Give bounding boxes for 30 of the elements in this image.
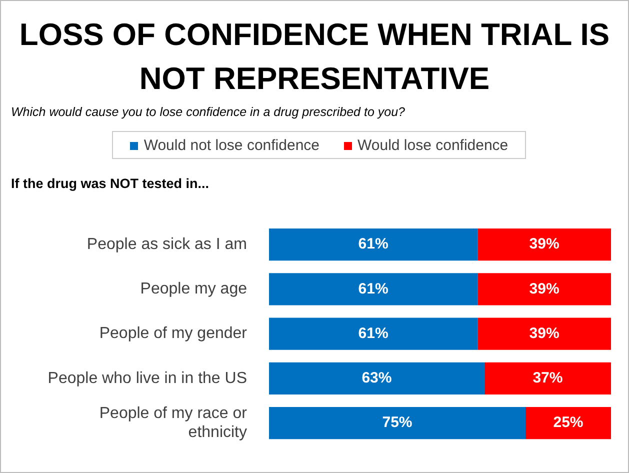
data-label: 63% — [362, 370, 392, 387]
chart-title: LOSS OF CONFIDENCE WHEN TRIAL IS NOT REPRESENTATIVE — [18, 16, 611, 98]
chart-subtitle: Which would cause you to lose confidence in a drug prescribed to you? — [11, 105, 405, 119]
y-tick-label: People my age — [140, 280, 248, 298]
y-tick-label: People of my race or ethnicity — [99, 404, 248, 442]
bar — [269, 407, 526, 440]
bar — [478, 228, 611, 261]
data-label: 25% — [553, 414, 584, 432]
data-label: 61% — [358, 236, 388, 253]
bar — [478, 318, 611, 350]
bar — [478, 273, 611, 306]
data-label: 37% — [532, 370, 563, 387]
bar — [269, 362, 484, 395]
bar — [484, 362, 611, 395]
data-label: 61% — [358, 280, 388, 298]
data-label: 39% — [529, 324, 560, 342]
data-label: 39% — [529, 236, 560, 253]
y-tick-label: People as sick as I am — [86, 236, 247, 253]
bar — [269, 273, 478, 306]
y-tick-label: People of my gender — [99, 325, 248, 342]
data-label: 39% — [529, 280, 560, 298]
data-label: 61% — [358, 324, 388, 342]
y-tick-label: People who live in in the US — [48, 370, 247, 387]
legend-label: Would not lose confidence — [142, 136, 320, 154]
bar — [269, 228, 478, 261]
bar — [269, 318, 478, 350]
data-label: 75% — [382, 414, 412, 432]
bar — [526, 407, 611, 440]
legend-label: Would lose confidence — [356, 136, 508, 154]
y-axis-title: If the drug was NOT tested in... — [11, 176, 210, 191]
